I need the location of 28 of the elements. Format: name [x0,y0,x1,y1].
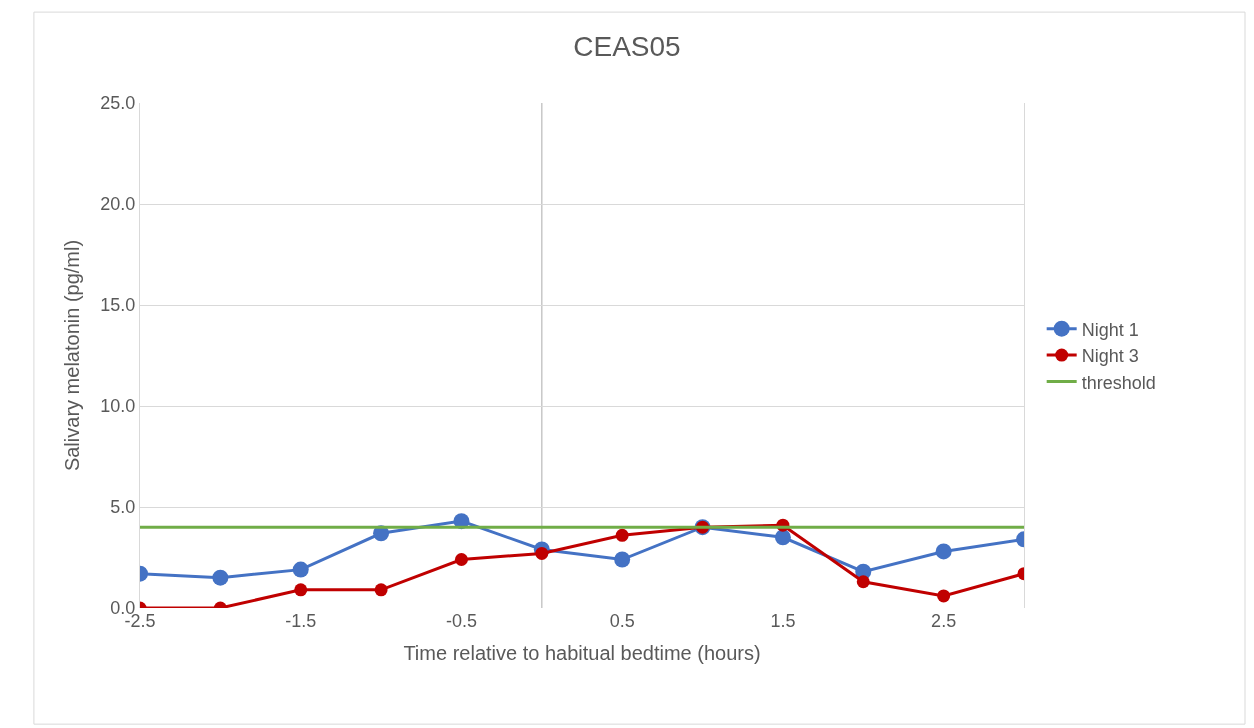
legend-label: Night 3 [1081,346,1139,367]
point [294,583,308,597]
x-tick-label: 0.5 [609,611,635,631]
chart-title: CEAS05 [573,31,681,62]
x-tick-label: 2.5 [931,611,957,631]
point [292,561,309,578]
point [614,551,631,568]
point [935,543,952,560]
legend-label: threshold [1081,372,1156,393]
point [212,569,229,586]
point [374,583,388,597]
y-tick-label: 20.0 [100,194,136,215]
legend-label: Night 1 [1081,319,1139,340]
y-tick-label: 5.0 [110,497,136,518]
x-tick-label: -0.5 [445,611,477,631]
point [454,553,468,567]
point [615,528,629,542]
y-tick-label: 10.0 [100,396,136,417]
x-tick-label: 1.5 [770,611,796,631]
y-axis-title: Salivary melatonin (pg/ml) [60,239,83,472]
point [856,575,870,589]
x-tick-label: -1.5 [285,611,317,631]
point [535,546,549,560]
y-tick-label: 15.0 [100,295,136,316]
y-tick-label: 25.0 [100,93,136,114]
x-axis-title: Time relative to habitual bedtime (hours) [403,641,761,664]
point [774,529,791,546]
point [937,589,951,603]
